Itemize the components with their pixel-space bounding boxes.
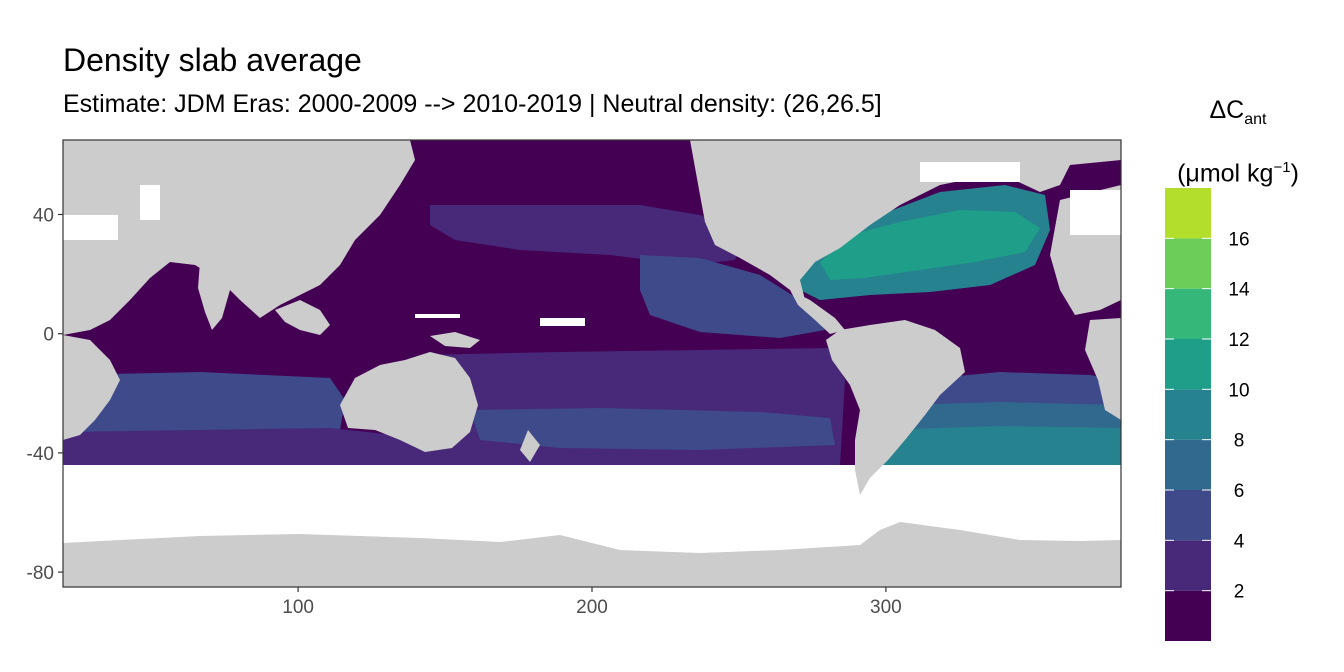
north-pacific-band [430, 205, 745, 265]
land-antarctica [63, 522, 1121, 587]
colorbar-bin [1165, 288, 1211, 339]
y-tick-label: -40 [27, 444, 54, 465]
colorbar-bin [1165, 590, 1211, 641]
nodata-patch [1070, 190, 1121, 235]
colorbar-bin [1165, 490, 1211, 541]
southern-indian-ocean [63, 372, 345, 440]
south-pacific-subantarctic [470, 408, 835, 450]
east-tropical-north-pacific [640, 255, 825, 338]
south-atlantic-subantarctic [870, 426, 1121, 470]
colorbar-tick-label: 16 [1228, 229, 1249, 250]
colorbar-tick-label: 8 [1234, 431, 1245, 452]
southern-indian-ocean-lower [63, 428, 500, 465]
nodata-patch [540, 318, 585, 326]
land-west-africa [1085, 318, 1121, 420]
x-tick-label: 100 [282, 597, 314, 618]
colorbar: 2 4 6 8 10 12 14 16 [1165, 188, 1250, 641]
nodata-patch [920, 162, 1020, 182]
nodata-patch [415, 314, 460, 318]
colorbar-bin [1165, 339, 1211, 390]
land-australia [340, 352, 478, 452]
colorbar-bin [1165, 238, 1211, 289]
land-central-america [790, 290, 845, 334]
colorbar-bin [1165, 540, 1211, 591]
nodata-patches [63, 162, 1121, 326]
y-tick-label: 40 [33, 206, 54, 227]
colorbar-tick-label: 14 [1228, 280, 1250, 301]
colorbar-tick-label: 6 [1234, 481, 1245, 502]
colorbar-tick-label: 12 [1228, 330, 1249, 351]
north-atlantic-gyre [820, 210, 1040, 280]
colorbar-bin [1165, 188, 1211, 239]
nodata-patch [63, 215, 118, 240]
legend-title-variable: ΔCant [1209, 96, 1267, 128]
nodata-patch [140, 185, 160, 220]
colorbar-tick-label: 4 [1234, 531, 1245, 552]
land-africa [63, 335, 120, 440]
land-india [198, 262, 230, 330]
land-north-america [690, 140, 1121, 300]
chart-title: Density slab average [63, 42, 362, 78]
legend-title-unit: (μmol kg−1) [1177, 159, 1299, 188]
south-atlantic-mid [915, 372, 1121, 412]
colorbar-bin [1165, 439, 1211, 490]
land-new-guinea [430, 332, 480, 348]
colorbar-tick-label: 2 [1234, 582, 1245, 603]
land-south-america [826, 320, 965, 495]
land-new-zealand [520, 430, 540, 462]
legend-title: ΔCant (μmol kg−1) [1158, 86, 1318, 197]
chart-subtitle: Estimate: JDM Eras: 2000-2009 --> 2010-2… [63, 90, 882, 118]
y-tick-label: -80 [27, 563, 54, 584]
x-tick-label: 300 [870, 597, 902, 618]
y-tick-label: 0 [43, 325, 54, 346]
x-tick-label: 200 [576, 597, 608, 618]
colorbar-bin [1165, 389, 1211, 440]
colorbar-tick-label: 10 [1228, 380, 1249, 401]
land-se-asia [275, 300, 330, 335]
